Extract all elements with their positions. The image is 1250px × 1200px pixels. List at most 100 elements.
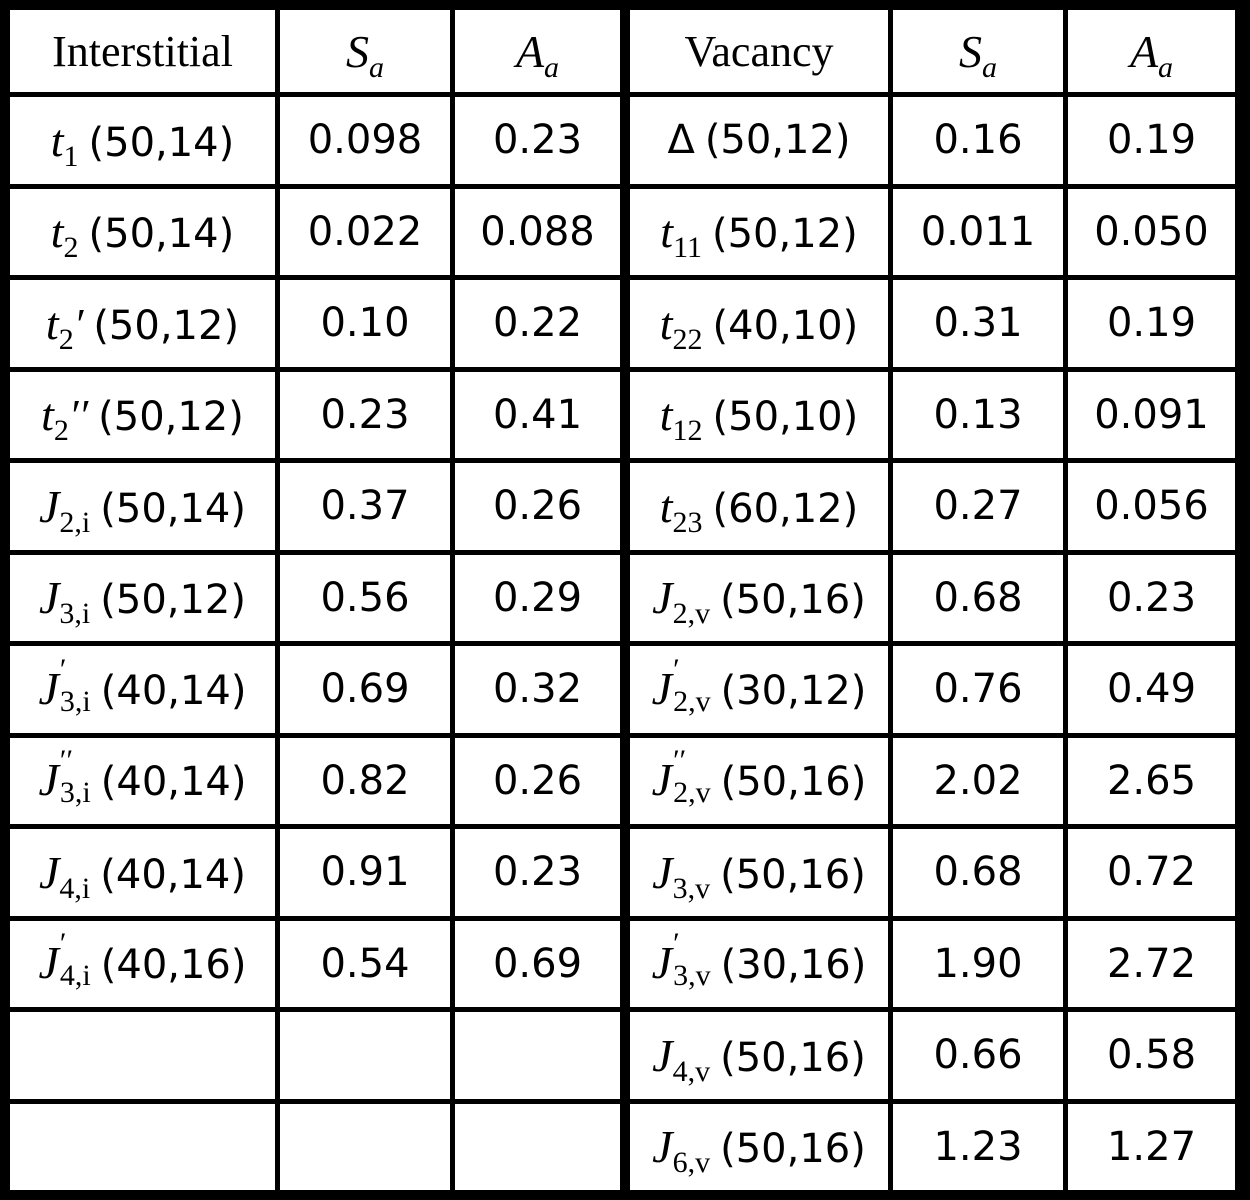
subscript: 4,i <box>59 959 91 993</box>
label: Sa <box>346 25 384 84</box>
table-cell: t2 (50,14) <box>10 188 275 275</box>
label-args: (50,12) <box>98 394 244 441</box>
label-args: (50,12) <box>93 302 240 349</box>
cell-value: 0.31 <box>933 300 1023 347</box>
cell-value: 0.56 <box>320 574 410 621</box>
label: t22 (40,10) <box>659 297 859 356</box>
label-symbol: t <box>659 389 673 441</box>
label-args: (50,10) <box>712 394 859 441</box>
table-cell: 0.56 <box>280 554 450 641</box>
label: J2,i (50,14) <box>39 480 246 539</box>
table-cell: 0.31 <box>893 280 1063 367</box>
table-cell: J ′ 3,i (40,14) <box>10 646 275 733</box>
label: t12 (50,10) <box>659 388 859 447</box>
label-symbol: t <box>50 114 64 166</box>
cell-value: 0.23 <box>1106 574 1197 621</box>
table-cell: 1.23 <box>893 1103 1063 1190</box>
table-cell: 0.72 <box>1068 829 1235 916</box>
table-cell: J3,v (50,16) <box>630 829 888 916</box>
label-symbol: t <box>659 297 673 349</box>
subscript: 2 <box>58 322 74 356</box>
sub-sup: ′ 3,i <box>59 654 91 718</box>
cell-value: 0.41 <box>492 391 583 438</box>
label-args: (50,14) <box>88 211 235 258</box>
label: J ′ 3,i (40,14) <box>39 654 247 718</box>
cell-value: 0.098 <box>307 117 423 164</box>
subscript: a <box>369 50 384 84</box>
label-args: (50,16) <box>720 577 866 624</box>
cell-value: 0.056 <box>1094 483 1209 530</box>
table-cell: 0.098 <box>280 97 450 184</box>
cell-value: 0.68 <box>933 574 1023 621</box>
table-cell: t2′′ (50,12) <box>10 371 275 458</box>
subscript: 2,i <box>59 505 91 539</box>
cell-value: 0.29 <box>492 574 583 621</box>
label-symbol: J <box>652 846 673 898</box>
subscript: a <box>544 50 560 84</box>
label-symbol: S <box>959 25 982 77</box>
table-cell: J2,v (50,16) <box>630 554 888 641</box>
label-symbol: J <box>39 480 60 532</box>
label-symbol: S <box>346 25 369 77</box>
cell-value: 2.65 <box>1106 757 1197 804</box>
table-cell <box>455 1012 620 1099</box>
label: J ′′ 3,i (40,14) <box>39 746 247 808</box>
label-args: (40,16) <box>100 942 247 989</box>
label-args: (60,12) <box>712 485 859 532</box>
cell-value: 0.58 <box>1106 1032 1197 1079</box>
cell-value: 0.091 <box>1094 391 1209 438</box>
label: Aa <box>516 25 559 84</box>
label-symbol: t <box>660 206 674 258</box>
table-cell: J ′ 2,v (30,12) <box>630 646 888 733</box>
table-cell: 0.76 <box>893 646 1063 733</box>
label-args: (50,16) <box>720 1034 866 1081</box>
table-cell: 0.66 <box>893 1012 1063 1099</box>
table-cell: 0.58 <box>1068 1012 1235 1099</box>
table-cell: 2.65 <box>1068 737 1235 824</box>
table-cell: 0.68 <box>893 554 1063 641</box>
cell-value: 0.37 <box>320 483 410 530</box>
label: Δ (50,12) <box>667 117 850 163</box>
label: J2,v (50,16) <box>652 571 866 630</box>
label: J3,v (50,16) <box>652 846 866 905</box>
cell-value: 2.72 <box>1106 940 1197 987</box>
table-cell: t2′ (50,12) <box>10 280 275 367</box>
header-text: Interstitial <box>52 26 233 76</box>
cell-value: 1.23 <box>933 1123 1023 1170</box>
header-cell: Interstitial <box>10 10 275 92</box>
cell-value: 2.02 <box>933 757 1023 804</box>
table-cell: 0.26 <box>455 737 620 824</box>
cell-value: 0.19 <box>1106 300 1197 347</box>
table-cell: Δ (50,12) <box>630 97 888 184</box>
label-symbol: A <box>1129 25 1159 77</box>
table-cell: 0.37 <box>280 463 450 550</box>
header-cell: Sa <box>280 10 450 92</box>
table-cell: 0.27 <box>893 463 1063 550</box>
label: J ′ 2,v (30,12) <box>652 654 867 717</box>
cell-value: 0.68 <box>933 849 1023 896</box>
subscript: 3,i <box>59 684 91 718</box>
label: Sa <box>959 25 997 84</box>
cell-value: 0.91 <box>320 849 410 896</box>
cell-value: 0.32 <box>492 666 583 713</box>
table-cell: 0.19 <box>1068 280 1235 367</box>
label: J ′ 3,v (30,16) <box>652 929 867 991</box>
subscript: 4,v <box>672 1054 711 1088</box>
label: J ′ 4,i (40,16) <box>38 929 247 993</box>
label-symbol: Δ <box>667 117 695 164</box>
label-symbol: t <box>45 297 59 349</box>
table-cell: J3,i (50,12) <box>10 554 275 641</box>
table-cell: 0.23 <box>455 97 620 184</box>
cell-value: 0.54 <box>320 940 410 987</box>
table-cell: 0.32 <box>455 646 620 733</box>
label-symbol: J <box>38 937 59 989</box>
label: J4,i (40,14) <box>39 846 246 905</box>
cell-value: 0.10 <box>320 300 410 347</box>
label: t23 (60,12) <box>660 480 859 539</box>
subscript: 2 <box>53 414 69 448</box>
cell-value: 0.050 <box>1094 208 1209 255</box>
table-cell: 0.68 <box>893 829 1063 916</box>
label-args: (50,12) <box>100 577 246 624</box>
table-cell: t1 (50,14) <box>10 97 275 184</box>
